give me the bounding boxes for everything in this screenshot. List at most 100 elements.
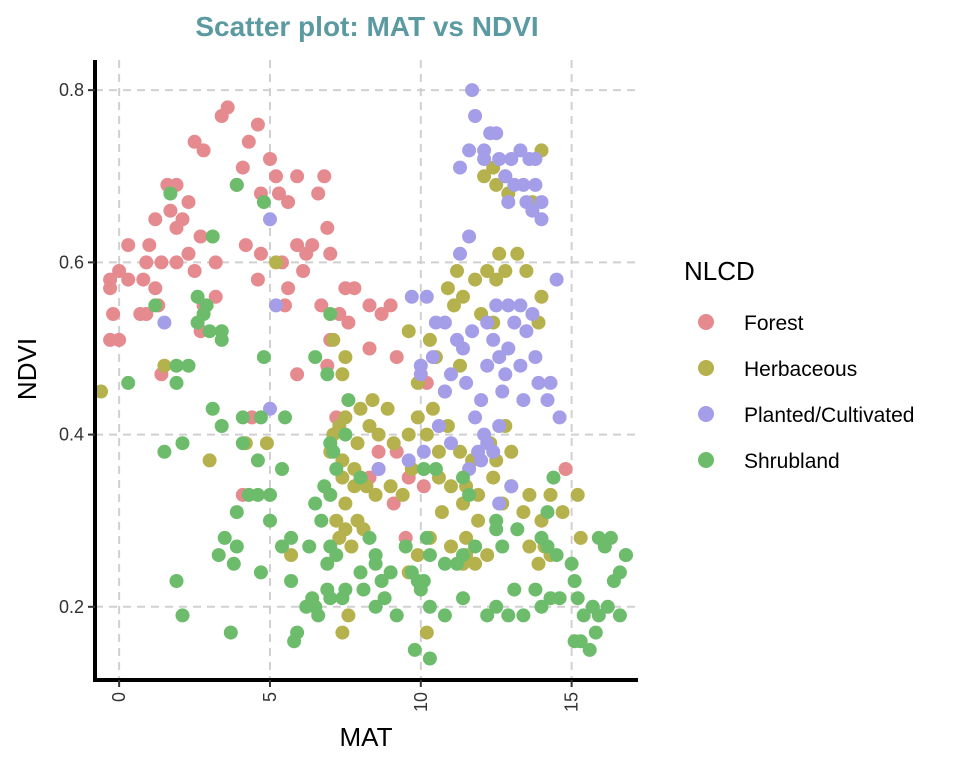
chart-title: Scatter plot: MAT vs NDVI xyxy=(195,11,538,42)
data-point xyxy=(528,177,543,192)
data-point xyxy=(386,496,401,511)
data-point xyxy=(419,427,434,442)
data-point xyxy=(591,608,606,623)
data-point xyxy=(465,83,480,98)
data-point xyxy=(456,341,470,356)
data-point xyxy=(326,332,341,347)
data-point xyxy=(241,487,256,502)
data-point xyxy=(422,599,437,614)
data-point xyxy=(413,358,428,373)
data-point xyxy=(407,642,422,657)
data-point xyxy=(368,487,383,502)
legend: NLCD Forest Herbaceous Planted/Cultivated S… xyxy=(684,256,914,473)
data-point xyxy=(468,556,483,571)
data-point xyxy=(507,582,522,597)
data-point xyxy=(456,548,470,563)
data-point xyxy=(121,238,136,253)
data-point xyxy=(492,350,507,365)
data-point xyxy=(362,298,377,313)
data-point xyxy=(419,530,434,545)
y-axis-title: NDVI xyxy=(12,338,42,400)
data-point xyxy=(278,410,292,425)
data-point xyxy=(437,608,452,623)
data-point xyxy=(362,530,377,545)
x-tick-label: 5 xyxy=(260,692,280,702)
data-point xyxy=(504,152,519,166)
data-point xyxy=(440,281,455,296)
data-point xyxy=(148,281,163,296)
data-point xyxy=(362,419,377,433)
data-point xyxy=(501,341,516,356)
data-point xyxy=(534,289,549,304)
data-point xyxy=(148,212,163,227)
data-point xyxy=(290,238,305,253)
data-point xyxy=(510,246,525,261)
x-tick-label: 15 xyxy=(562,692,582,712)
data-point xyxy=(549,272,564,287)
data-point xyxy=(486,444,501,459)
data-point xyxy=(214,109,229,123)
data-point xyxy=(525,203,540,218)
x-tick-label: 10 xyxy=(411,692,431,712)
data-point xyxy=(489,298,504,313)
data-point xyxy=(320,220,335,235)
data-point xyxy=(492,419,507,433)
data-point xyxy=(263,152,277,166)
data-point xyxy=(299,246,314,261)
data-point xyxy=(281,195,296,210)
data-point xyxy=(202,453,217,468)
data-point xyxy=(103,281,118,296)
data-point xyxy=(567,574,582,588)
y-tick-label: 0.4 xyxy=(59,425,84,445)
data-point xyxy=(462,487,477,502)
data-point xyxy=(398,539,413,554)
data-point xyxy=(534,212,549,227)
data-point xyxy=(320,556,335,571)
data-point xyxy=(368,599,383,614)
data-point xyxy=(214,332,229,347)
data-point xyxy=(486,332,501,347)
y-tick-label: 0.6 xyxy=(59,252,84,272)
data-point xyxy=(422,332,437,347)
data-point xyxy=(531,375,546,390)
data-point xyxy=(181,358,196,373)
data-point xyxy=(471,513,486,528)
data-point xyxy=(540,393,555,408)
data-point xyxy=(308,496,323,511)
data-point xyxy=(320,367,335,382)
data-point xyxy=(317,169,332,184)
legend-label-shrubland: Shrubland xyxy=(744,450,840,473)
data-point xyxy=(519,324,534,339)
data-point xyxy=(513,298,528,313)
data-point xyxy=(154,255,169,270)
data-point xyxy=(462,229,477,244)
data-point xyxy=(419,625,434,640)
data-point xyxy=(169,220,184,235)
data-point xyxy=(250,272,265,287)
data-point xyxy=(386,436,401,451)
data-point xyxy=(229,177,244,192)
data-point xyxy=(492,246,507,261)
legend-swatch-shrubland xyxy=(698,452,714,468)
data-point xyxy=(142,238,157,253)
data-point xyxy=(338,350,353,365)
data-point xyxy=(371,427,386,442)
data-point xyxy=(263,513,277,528)
data-point xyxy=(326,444,341,459)
data-point xyxy=(374,307,389,321)
data-point xyxy=(163,186,178,201)
data-point xyxy=(314,513,329,528)
data-point xyxy=(468,272,483,287)
data-point xyxy=(528,350,543,365)
data-point xyxy=(250,453,265,468)
data-point xyxy=(456,591,470,606)
data-point xyxy=(196,143,211,158)
data-point xyxy=(193,229,208,244)
data-point xyxy=(275,462,289,476)
data-point xyxy=(504,479,519,494)
data-point xyxy=(447,298,461,313)
x-axis-title: MAT xyxy=(340,722,393,752)
data-point xyxy=(489,599,504,614)
data-point xyxy=(139,255,154,270)
